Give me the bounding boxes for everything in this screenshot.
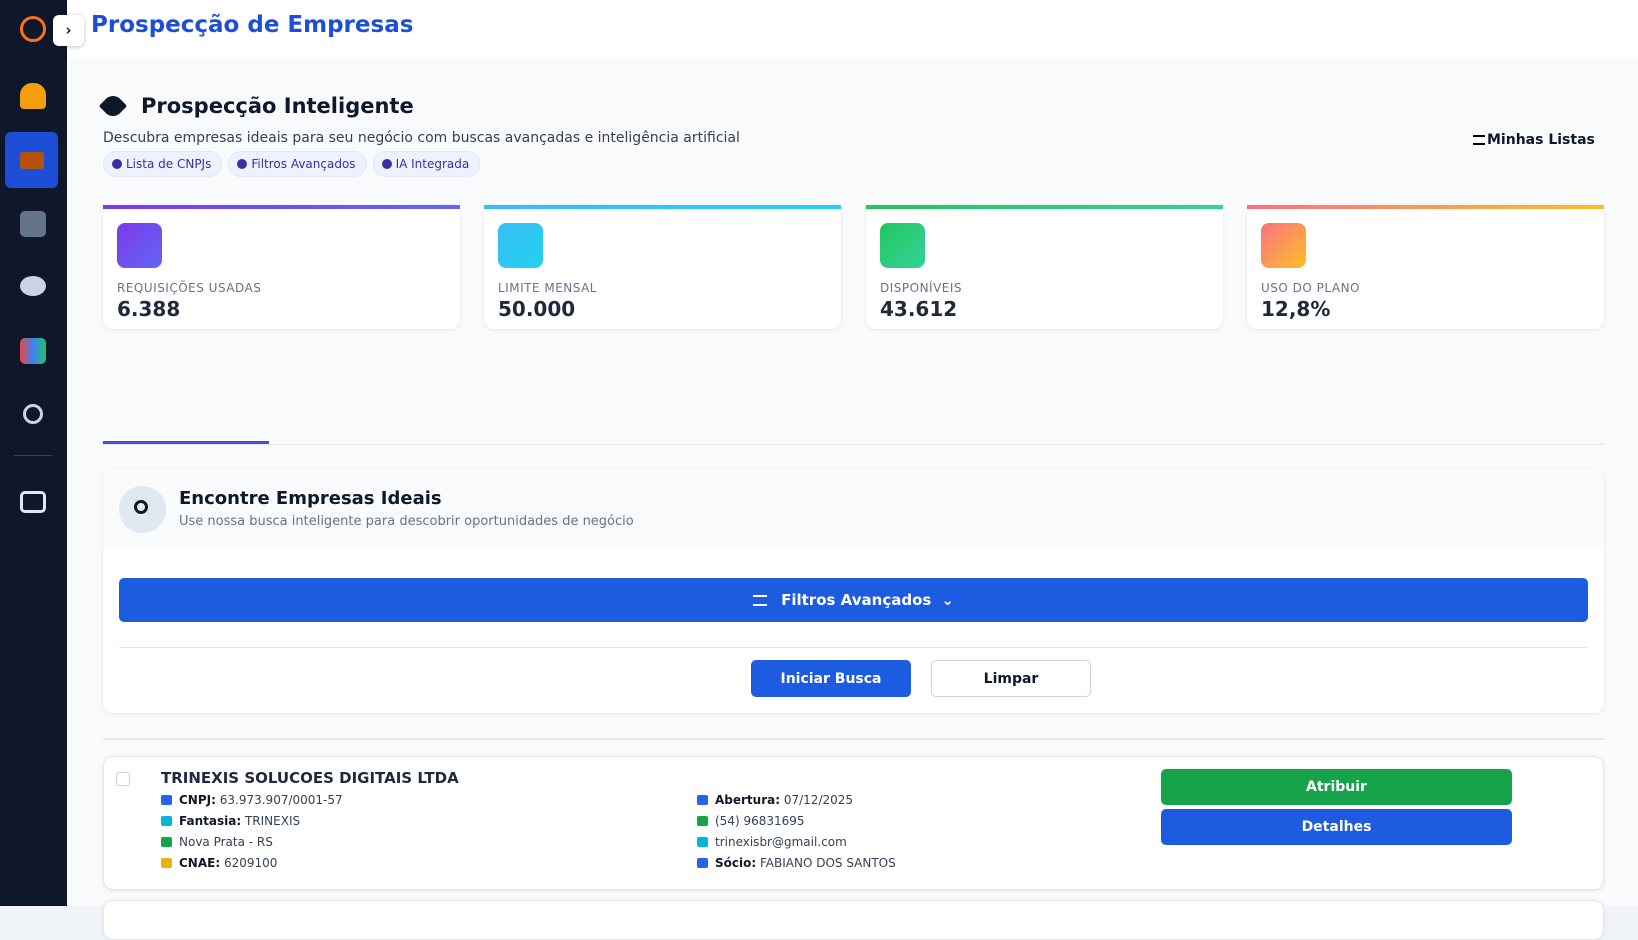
badge: IA Integrada xyxy=(372,151,481,177)
page: › Prospecção de Empresas Prospecção Inte… xyxy=(0,0,1638,906)
field-icon xyxy=(697,858,708,868)
field-value: (54) 96831695 xyxy=(715,814,805,828)
field: trinexisbr@gmail.com xyxy=(697,835,896,856)
field-value: 07/12/2025 xyxy=(783,793,854,807)
field-icon xyxy=(697,816,708,826)
lists-button-label: Minhas Listas xyxy=(1487,132,1595,148)
stat-icon xyxy=(498,223,543,268)
search-card: Encontre Empresas Ideais Use nossa busca… xyxy=(103,469,1604,713)
field-value: Nova Prata - RS xyxy=(179,835,273,849)
field-label: CNPJ: xyxy=(179,793,216,807)
filters-button-label: Filtros Avançados xyxy=(781,591,932,609)
content: Prospecção Inteligente Descubra empresas… xyxy=(67,58,1638,940)
field-label: Sócio: xyxy=(715,856,757,870)
tab-underline xyxy=(103,441,269,444)
chat-icon[interactable] xyxy=(20,276,46,296)
field: CNAE: 6209100 xyxy=(161,856,343,877)
field-icon xyxy=(161,858,172,868)
field: Nova Prata - RS xyxy=(161,835,343,856)
stat-value: 43.612 xyxy=(880,297,958,321)
stat-card: USO DO PLANO 12,8% xyxy=(1247,205,1604,329)
field-icon xyxy=(161,795,172,805)
logout-icon[interactable] xyxy=(20,491,46,513)
field-icon xyxy=(161,837,172,847)
stat-value: 6.388 xyxy=(117,297,181,321)
stat-card: LIMITE MENSAL 50.000 xyxy=(484,205,841,329)
field-value: FABIANO DOS SANTOS xyxy=(759,856,896,870)
active-nav[interactable] xyxy=(5,132,58,188)
notifications-icon[interactable] xyxy=(20,83,46,109)
search-subtitle: Use nossa busca inteligente para descobr… xyxy=(179,514,634,529)
field-value: 6209100 xyxy=(223,856,278,870)
companies-icon[interactable] xyxy=(20,211,46,237)
start-button-label: Iniciar Busca xyxy=(780,670,882,687)
toggle-sidebar[interactable]: › xyxy=(53,15,84,46)
field-label: CNAE: xyxy=(179,856,221,870)
rocket-icon xyxy=(98,91,128,121)
stat-card: REQUISIÇÕES USADAS 6.388 xyxy=(103,205,460,329)
filters-button[interactable]: Filtros Avançados ⌄ xyxy=(119,578,1588,622)
stat-value: 12,8% xyxy=(1261,297,1331,321)
field-value: trinexisbr@gmail.com xyxy=(715,835,847,849)
page-title: Prospecção de Empresas xyxy=(91,12,414,38)
select-checkbox[interactable] xyxy=(116,772,130,786)
reports-icon[interactable] xyxy=(20,338,46,364)
result-card: TRINEXIS SOLUCOES DIGITAIS LTDA CNPJ: 63… xyxy=(103,756,1604,890)
result-right: Abertura: 07/12/2025 (54) 96831695 trinexi… xyxy=(697,793,896,877)
field-icon xyxy=(697,837,708,847)
field: Fantasia: TRINEXIS xyxy=(161,814,343,835)
field: Sócio: FABIANO DOS SANTOS xyxy=(697,856,896,877)
header: › Prospecção de Empresas xyxy=(53,0,1638,58)
assign-button-label: Atribuir xyxy=(1306,779,1367,795)
field-icon xyxy=(697,795,708,805)
field-icon xyxy=(161,816,172,826)
field: Abertura: 07/12/2025 xyxy=(697,793,896,814)
assign-button[interactable]: Atribuir xyxy=(1161,769,1512,805)
stat-label: LIMITE MENSAL xyxy=(498,281,597,295)
result-left: CNPJ: 63.973.907/0001-57 Fantasia: TRINEX… xyxy=(161,793,343,877)
field: CNPJ: 63.973.907/0001-57 xyxy=(161,793,343,814)
stat-icon xyxy=(117,223,162,268)
search-icon xyxy=(119,486,166,533)
logo xyxy=(20,16,46,42)
intro-title: Prospecção Inteligente xyxy=(141,94,414,118)
field-value: TRINEXIS xyxy=(244,814,301,828)
stat-card: DISPONÍVEIS 43.612 xyxy=(866,205,1223,329)
badge: Lista de CNPJs xyxy=(103,151,223,177)
intro-subtitle: Descubra empresas ideais para seu negóci… xyxy=(103,130,740,146)
stat-value: 50.000 xyxy=(498,297,576,321)
stat-label: DISPONÍVEIS xyxy=(880,281,963,295)
stat-label: USO DO PLANO xyxy=(1261,281,1360,295)
details-button[interactable]: Detalhes xyxy=(1161,809,1512,845)
badges: Lista de CNPJs Filtros Avançados IA Integr… xyxy=(103,151,486,177)
badge: Filtros Avançados xyxy=(228,151,367,177)
stat-icon xyxy=(880,223,925,268)
field-label: Fantasia: xyxy=(179,814,242,828)
stat-label: REQUISIÇÕES USADAS xyxy=(117,281,262,295)
details-button-label: Detalhes xyxy=(1301,819,1372,835)
clear-button[interactable]: Limpar xyxy=(931,660,1091,697)
company-name: TRINEXIS SOLUCOES DIGITAIS LTDA xyxy=(161,769,459,787)
start-button[interactable]: Iniciar Busca xyxy=(751,660,911,697)
field-value: 63.973.907/0001-57 xyxy=(219,793,343,807)
sidebar xyxy=(0,0,67,906)
settings-icon[interactable] xyxy=(23,404,43,424)
field-label: Abertura: xyxy=(715,793,781,807)
next-result-card xyxy=(103,900,1604,940)
lists-button[interactable]: Minhas Listas xyxy=(1473,128,1595,152)
clear-button-label: Limpar xyxy=(983,670,1039,687)
stat-icon xyxy=(1261,223,1306,268)
field: (54) 96831695 xyxy=(697,814,896,835)
search-title: Encontre Empresas Ideais xyxy=(179,488,442,509)
